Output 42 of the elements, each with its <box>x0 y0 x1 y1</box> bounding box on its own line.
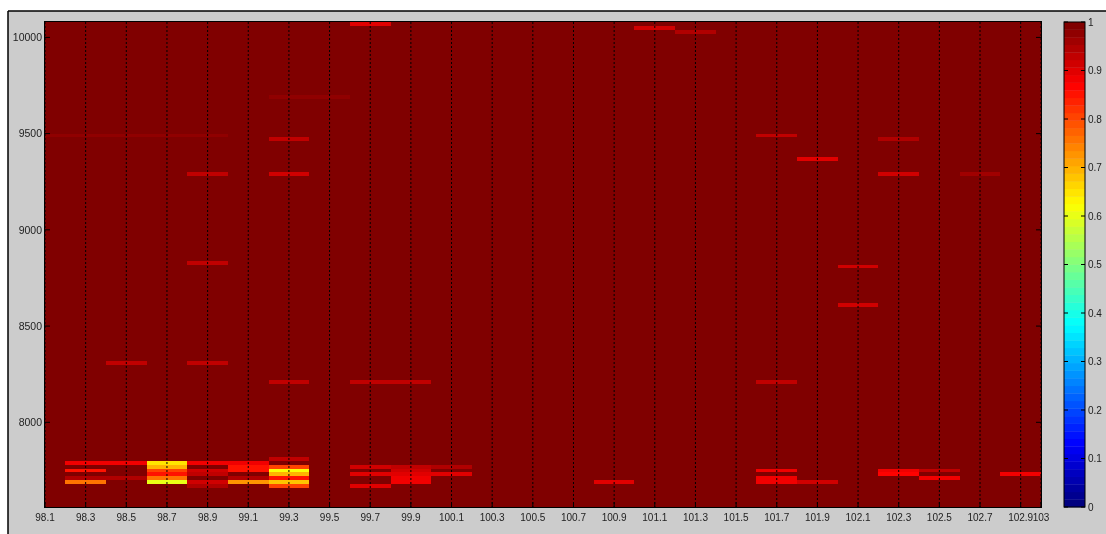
x-tick-label: 99.5 <box>319 512 340 523</box>
x-tick-label: 100.9 <box>601 512 628 523</box>
y-tick-label: 9000 <box>18 223 43 236</box>
x-tick-label: 98.7 <box>157 512 178 523</box>
color-bar-label: 0.3 <box>1088 356 1103 367</box>
y-tick-label: 9500 <box>18 127 43 140</box>
x-tick-label: 102.5 <box>926 512 953 523</box>
color-bar-label: 0.8 <box>1088 113 1103 125</box>
x-tick-label: 102.7 <box>967 512 993 523</box>
y-tick-label: 10000 <box>12 31 43 44</box>
x-tick-label: 100.3 <box>479 512 506 523</box>
color-bar-label: 0.1 <box>1088 453 1103 464</box>
x-tick-label: 101.1 <box>642 512 668 523</box>
x-tick-label: 98.1 <box>35 512 56 523</box>
x-tick-label: 100.5 <box>520 512 546 523</box>
y-tick-label: 8000 <box>18 415 43 428</box>
y-tick-label: 8500 <box>18 319 43 332</box>
x-tick-label: 98.5 <box>116 512 137 523</box>
color-bar-label: 0 <box>1088 501 1094 513</box>
x-tick-label: 98.3 <box>75 512 96 523</box>
x-tick-label: 100.7 <box>560 512 587 523</box>
x-tick-label: 101.7 <box>764 512 790 523</box>
color-bar-label: 1 <box>1088 16 1094 28</box>
color-bar-label: 0.5 <box>1088 259 1103 270</box>
x-tick-label: 98.9 <box>197 512 218 523</box>
x-tick-label: 99.3 <box>279 512 300 523</box>
color-bar-label: 0.7 <box>1088 162 1103 173</box>
x-tick-label: 101.9 <box>804 512 831 523</box>
x-tick-label: 101.3 <box>682 512 709 523</box>
color-bar-label: 0.4 <box>1088 307 1103 319</box>
x-tick-label: 99.9 <box>401 512 422 523</box>
x-tick-label: 99.7 <box>360 512 381 523</box>
x-tick-label: 102.9 <box>1008 512 1034 523</box>
color-bar-label: 0.9 <box>1088 65 1103 76</box>
x-tick-label: 102.1 <box>845 512 872 523</box>
color-bar-label: 0.2 <box>1088 404 1103 416</box>
x-tick-label: 101.5 <box>723 512 750 523</box>
x-tick-label: 103 <box>1032 512 1050 523</box>
color-bar-label: 0.6 <box>1088 210 1103 222</box>
x-tick-label: 100.1 <box>439 512 465 523</box>
x-tick-label: 99.1 <box>238 512 259 523</box>
x-tick-label: 102.3 <box>886 512 912 523</box>
